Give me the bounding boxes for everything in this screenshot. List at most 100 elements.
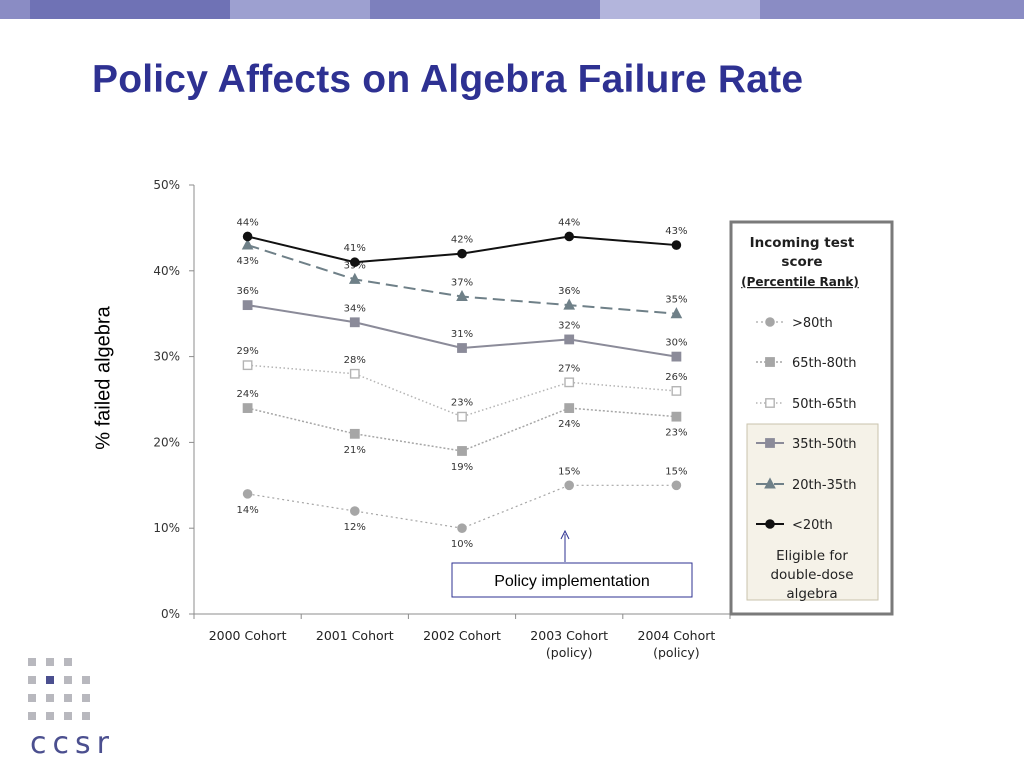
data-point-marker xyxy=(765,519,775,529)
header-band-segment xyxy=(370,0,600,19)
logo-square xyxy=(64,712,72,720)
data-label: 34% xyxy=(344,303,366,314)
legend-label: 35th-50th xyxy=(792,437,856,452)
data-point-marker xyxy=(349,428,360,439)
data-label: 36% xyxy=(236,286,258,297)
data-point-marker xyxy=(563,298,576,310)
data-label: 23% xyxy=(451,398,473,409)
series--80th: 14% 12% 10% 15% 15% xyxy=(236,466,687,550)
y-tick-label: 30% xyxy=(153,350,180,364)
series-50th-65th: 29% 28% 23% 27% 26% xyxy=(236,346,688,422)
data-label: 36% xyxy=(558,286,580,297)
x-tick-label: 2000 Cohort xyxy=(209,628,287,643)
data-point-marker xyxy=(457,343,467,353)
data-point-marker xyxy=(349,317,360,328)
decorative-header-band xyxy=(0,0,1024,19)
header-band-segment xyxy=(600,0,760,19)
logo-square xyxy=(46,694,54,702)
annotation-box xyxy=(451,562,693,598)
series-line xyxy=(247,484,677,529)
y-tick-label: 40% xyxy=(153,264,180,278)
x-tick-label: 2002 Cohort xyxy=(423,628,501,643)
legend-entry: >80th xyxy=(756,316,833,331)
series-line xyxy=(247,364,677,418)
data-label: 24% xyxy=(558,419,580,430)
logo-square xyxy=(28,658,36,666)
data-label: 21% xyxy=(344,445,366,456)
legend-label: <20th xyxy=(792,518,833,533)
data-point-marker xyxy=(671,351,682,362)
logo-square xyxy=(64,658,72,666)
data-point-marker xyxy=(242,403,253,413)
eligible-note: algebra xyxy=(786,586,837,602)
data-label: 42% xyxy=(451,235,473,246)
data-point-marker xyxy=(564,480,574,491)
eligible-note: Eligible for xyxy=(776,548,848,564)
data-label: 29% xyxy=(236,346,258,357)
logo-square xyxy=(46,712,54,720)
data-point-marker xyxy=(764,477,776,489)
ccsr-logo xyxy=(28,658,118,758)
legend-entry: 20th-35th xyxy=(756,477,856,493)
data-point-marker xyxy=(765,398,775,408)
data-point-marker xyxy=(765,317,775,327)
data-label: 27% xyxy=(558,363,580,374)
data-label: 12% xyxy=(344,522,366,533)
data-label: 15% xyxy=(665,466,687,477)
series-35th-50th: 36% 34% 31% 32% 30% xyxy=(236,286,688,362)
data-label: 23% xyxy=(665,428,687,439)
eligible-note: double-dose xyxy=(770,567,853,583)
series-65th-80th: 24% 21% 19% 24% 23% xyxy=(236,389,687,473)
data-point-marker xyxy=(457,523,467,533)
logo-square xyxy=(82,712,90,720)
data-point-marker xyxy=(564,403,575,413)
data-label: 44% xyxy=(558,217,580,228)
legend-entry: <20th xyxy=(756,518,833,533)
data-point-marker xyxy=(349,257,360,268)
eligible-group-box xyxy=(746,423,879,601)
data-point-marker xyxy=(671,480,682,491)
data-point-marker xyxy=(564,231,574,242)
x-tick-label: 2004 Cohort (policy) xyxy=(638,628,716,660)
data-point-marker xyxy=(564,334,575,345)
data-point-marker xyxy=(242,360,253,371)
data-point-marker xyxy=(457,446,467,456)
data-label: 41% xyxy=(344,243,366,254)
data-label: 14% xyxy=(236,505,258,516)
legend-label: 20th-35th xyxy=(792,478,856,493)
data-point-marker xyxy=(456,289,468,302)
annotation-arrowhead xyxy=(560,529,570,540)
y-tick-label: 10% xyxy=(153,521,180,535)
data-label: 10% xyxy=(451,539,473,550)
data-point-marker xyxy=(242,489,253,499)
data-point-marker xyxy=(457,411,467,422)
legend-subtitle: (Percentile Rank) xyxy=(741,275,859,289)
data-label: 37% xyxy=(451,278,473,289)
data-point-marker xyxy=(671,386,682,396)
legend-entry: 65th-80th xyxy=(756,356,856,371)
y-tick-label: 0% xyxy=(161,607,180,621)
logo-square xyxy=(28,676,36,684)
data-point-marker xyxy=(670,307,683,319)
series-line xyxy=(247,407,677,452)
data-label: 24% xyxy=(236,389,258,400)
x-tick-label: 2003 Cohort (policy) xyxy=(530,628,608,660)
data-label: 31% xyxy=(451,329,473,340)
data-label: 32% xyxy=(558,320,580,331)
data-label: 43% xyxy=(665,226,687,237)
legend-label: >80th xyxy=(792,316,833,331)
legend-entry: 35th-50th xyxy=(756,437,856,452)
logo-square xyxy=(64,676,72,684)
data-label: 43% xyxy=(236,256,258,267)
data-point-marker xyxy=(765,357,775,367)
logo-square xyxy=(46,676,54,684)
header-band-segment xyxy=(0,0,30,19)
data-point-marker xyxy=(241,238,254,250)
ccsr-logo-text: ccsr xyxy=(30,726,115,761)
legend-title: Incoming test xyxy=(750,235,855,251)
data-point-marker xyxy=(349,506,360,516)
logo-square xyxy=(28,694,36,702)
data-point-marker xyxy=(564,377,575,388)
data-point-marker xyxy=(242,231,253,242)
